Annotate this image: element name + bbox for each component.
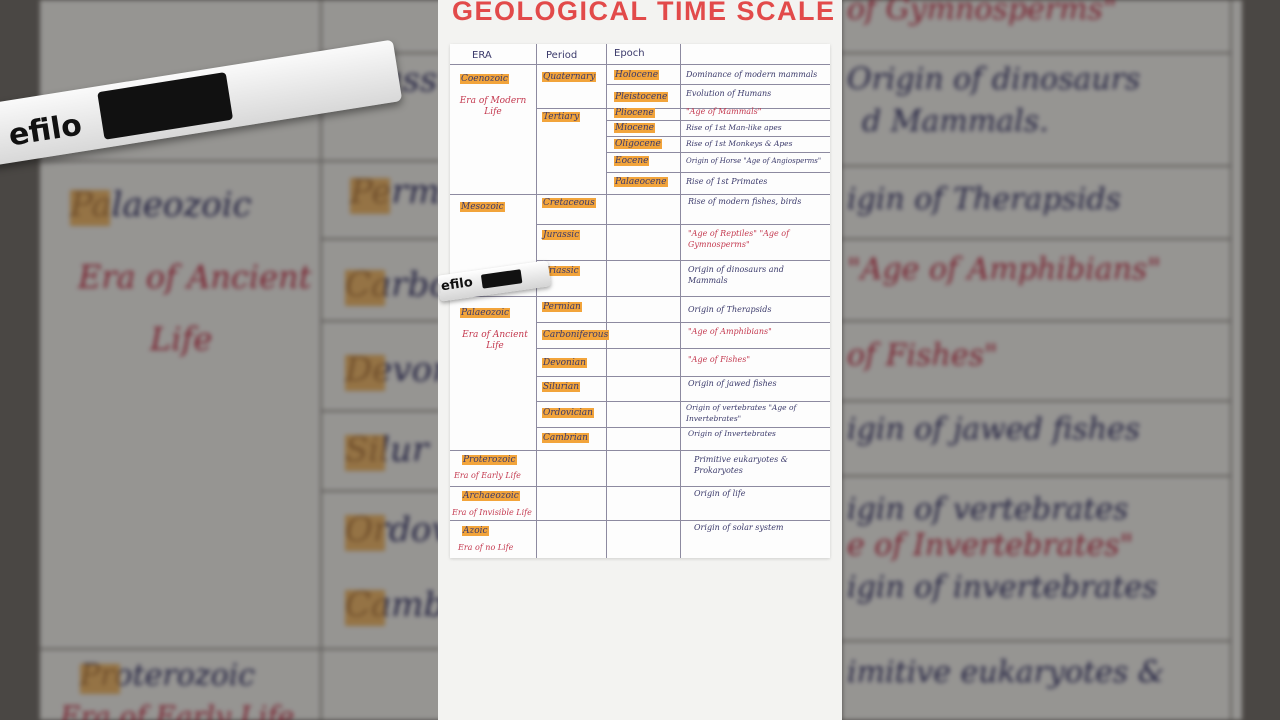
- event-text: Rise of 1st Primates: [686, 177, 768, 186]
- blurred-background-left: riass Palaeozoic Permi Era of Ancient Li…: [0, 0, 438, 720]
- page-title: GEOLOGICAL TIME SCALE: [452, 0, 836, 26]
- bg-text-vertebrates: igin of vertebrates: [847, 492, 1129, 527]
- event-text: Origin of solar system: [694, 523, 784, 532]
- epoch-name: Holocene: [614, 70, 660, 80]
- period-name: Jurassic: [542, 230, 581, 240]
- period-name: Cambrian: [542, 433, 589, 443]
- bg-text-dinosaurs: Origin of dinosaurs: [847, 62, 1141, 97]
- header-period: Period: [546, 50, 578, 61]
- period-name: Triassic: [542, 266, 580, 276]
- period-name: Silurian: [542, 382, 581, 392]
- event-text: Rise of modern fishes, birds: [688, 197, 802, 206]
- event-text: Rise of 1st Monkeys & Apes: [686, 139, 793, 148]
- epoch-name: Oligocene: [614, 139, 662, 149]
- bg-text-life: Life: [150, 320, 213, 358]
- event-text: Origin of Horse "Age of Angiosperms": [686, 157, 822, 165]
- epoch-name: Miocene: [614, 123, 656, 133]
- epoch-name: Pleistocene: [614, 92, 669, 102]
- bg-text-amphibians: "Age of Amphibians": [847, 252, 1162, 287]
- bg-text-gymnosperms: of Gymnosperms": [847, 0, 1117, 27]
- event-text: Rise of 1st Man-like apes: [686, 123, 782, 132]
- bg-text-mammals: d Mammals.: [862, 104, 1049, 139]
- period-name: Quaternary: [542, 72, 597, 82]
- time-scale-table: ERA Period Epoch Coenozoic Era of Modern…: [450, 44, 830, 558]
- header-era: ERA: [472, 50, 492, 61]
- era-subtitle: Era of Early Life: [454, 471, 521, 480]
- epoch-name: Pliocene: [614, 108, 655, 118]
- period-name: Devonian: [542, 358, 587, 368]
- era-name: Archaeozoic: [462, 491, 520, 501]
- event-text: Dominance of modern mammals: [686, 70, 818, 79]
- event-text: Origin of dinosaurs and Mammals: [688, 265, 784, 285]
- era-name: Proterozoic: [462, 455, 517, 465]
- bg-text-jawed-fishes: igin of jawed fishes: [847, 412, 1141, 447]
- era-subtitle: Era of Ancient Life: [462, 330, 528, 351]
- bg-text-invertebrates-origin: igin of invertebrates: [847, 570, 1158, 605]
- era-name: Coenozoic: [460, 74, 509, 84]
- era-name: Palaeozoic: [460, 308, 511, 318]
- paper-photo: GEOLOGICAL TIME SCALE ERA Period Epoch C…: [438, 0, 842, 720]
- era-subtitle: Era of no Life: [458, 543, 514, 552]
- bg-text-era-of-early-life: Era of Early Life: [60, 700, 295, 720]
- period-name: Permian: [542, 302, 582, 312]
- bg-text-eukaryotes: imitive eukaryotes &: [847, 655, 1165, 690]
- bg-text-fishes: of Fishes": [847, 338, 998, 373]
- event-text: Primitive eukaryotes & Prokaryotes: [694, 455, 788, 475]
- era-name: Mesozoic: [460, 202, 505, 212]
- bg-text-therapsids: igin of Therapsids: [847, 182, 1122, 217]
- event-text: Origin of life: [694, 489, 746, 498]
- header-epoch: Epoch: [614, 48, 645, 59]
- epoch-name: Eocene: [614, 156, 650, 166]
- period-name: Tertiary: [542, 112, 581, 122]
- event-text: "Age of Fishes": [688, 355, 751, 364]
- event-text: Origin of jawed fishes: [688, 379, 777, 388]
- period-name: Ordovician: [542, 408, 594, 418]
- epoch-name: Palaeocene: [614, 177, 668, 187]
- era-subtitle: Era of Invisible Life: [452, 508, 532, 517]
- event-text: "Age of Mammals": [686, 107, 762, 116]
- bg-text-era-of-ancient: Era of Ancient: [78, 258, 312, 296]
- event-text: Evolution of Humans: [686, 89, 772, 98]
- pen-brand-label: efilo: [6, 107, 85, 154]
- event-text: Origin of Invertebrates: [688, 429, 776, 438]
- blurred-background-right: of Gymnosperms" Origin of dinosaurs d Ma…: [842, 0, 1280, 720]
- bg-text-invertebrates-age: e of Invertebrates": [847, 528, 1134, 563]
- event-text: Origin of Therapsids: [688, 305, 772, 314]
- event-text: "Age of Reptiles" "Age of Gymnosperms": [688, 229, 790, 249]
- period-name: Cretaceous: [542, 198, 596, 208]
- event-text: Origin of vertebrates "Age of Invertebra…: [686, 403, 797, 423]
- period-name: Carboniferous: [542, 330, 610, 340]
- era-subtitle: Era of Modern Life: [459, 96, 527, 117]
- era-name: Azoic: [462, 526, 489, 536]
- event-text: "Age of Amphibians": [688, 327, 772, 336]
